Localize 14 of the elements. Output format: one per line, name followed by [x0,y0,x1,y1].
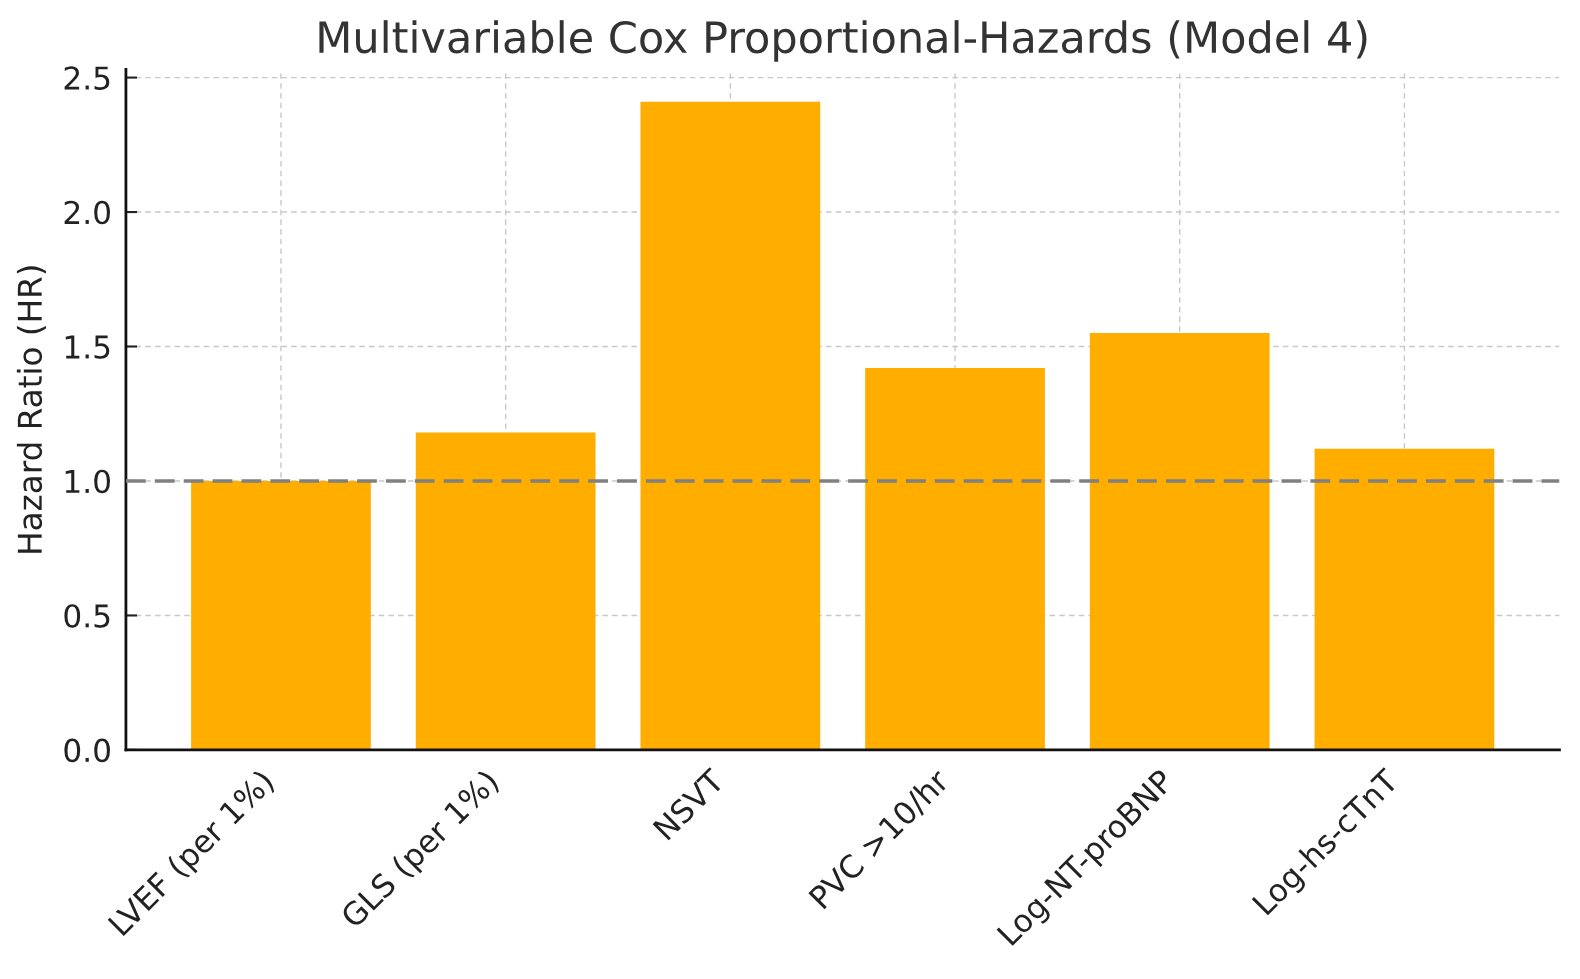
y-tick-label: 1.5 [65,335,110,359]
y-tick-label: 2.0 [64,200,110,225]
y-tick-label: 0.0 [64,738,110,763]
bar [865,368,1045,750]
bar [1089,333,1270,750]
bar [1314,448,1495,750]
y-axis-title: Hazard Ratio (HR) [16,266,46,553]
y-tick-label: 2.5 [64,66,110,90]
bar [640,101,821,750]
y-tick-label: 0.5 [64,604,110,628]
y-tick-label: 1.0 [65,469,110,494]
chart-title: Multivariable Cox Proportional-Hazards (Model 4) [319,20,1367,62]
bar [191,480,371,750]
bar [415,432,596,750]
